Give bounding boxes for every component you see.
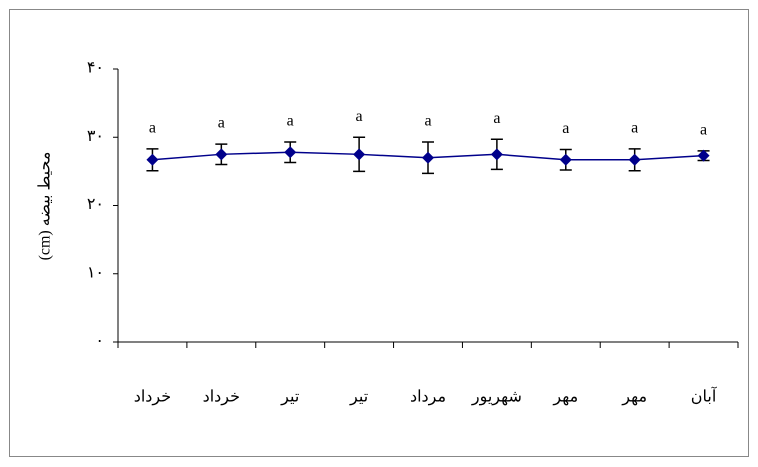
annotation: a — [562, 120, 569, 137]
y-axis-label: محیط بیضه (cm) — [37, 152, 54, 261]
annotation: a — [218, 115, 225, 132]
marker — [559, 153, 572, 166]
x-tick-label: شهریور — [471, 389, 522, 406]
x-tick-label: مهر — [552, 389, 578, 406]
annotation: a — [287, 113, 294, 130]
marker — [215, 148, 228, 161]
marker — [697, 149, 710, 162]
y-tick-label: ۳۰ — [87, 128, 104, 145]
y-tick-label: ۱۰ — [87, 264, 104, 281]
x-tick-label: تیر — [280, 389, 299, 406]
marker — [284, 146, 297, 159]
marker — [628, 153, 641, 166]
marker — [422, 151, 434, 164]
y-tick-label: ۲۰ — [87, 196, 104, 213]
x-tick-label: خرداد — [203, 389, 240, 406]
marker — [353, 148, 366, 161]
y-tick-label: ۴۰ — [87, 60, 104, 77]
annotation: a — [356, 108, 363, 125]
annotation: a — [493, 110, 500, 127]
annotation: a — [700, 122, 707, 139]
x-tick-label: مرداد — [410, 389, 446, 406]
annotation: a — [631, 120, 638, 137]
x-tick-label: خرداد — [134, 389, 171, 406]
y-tick-label: ۰ — [95, 333, 104, 350]
chart-frame — [9, 9, 749, 457]
x-tick-label: مهر — [621, 389, 647, 406]
marker — [490, 148, 503, 161]
annotation: a — [424, 113, 431, 130]
x-tick-label: تیر — [349, 389, 368, 406]
annotation: a — [149, 120, 156, 137]
marker — [146, 153, 159, 166]
x-tick-label: آبان — [691, 386, 718, 406]
